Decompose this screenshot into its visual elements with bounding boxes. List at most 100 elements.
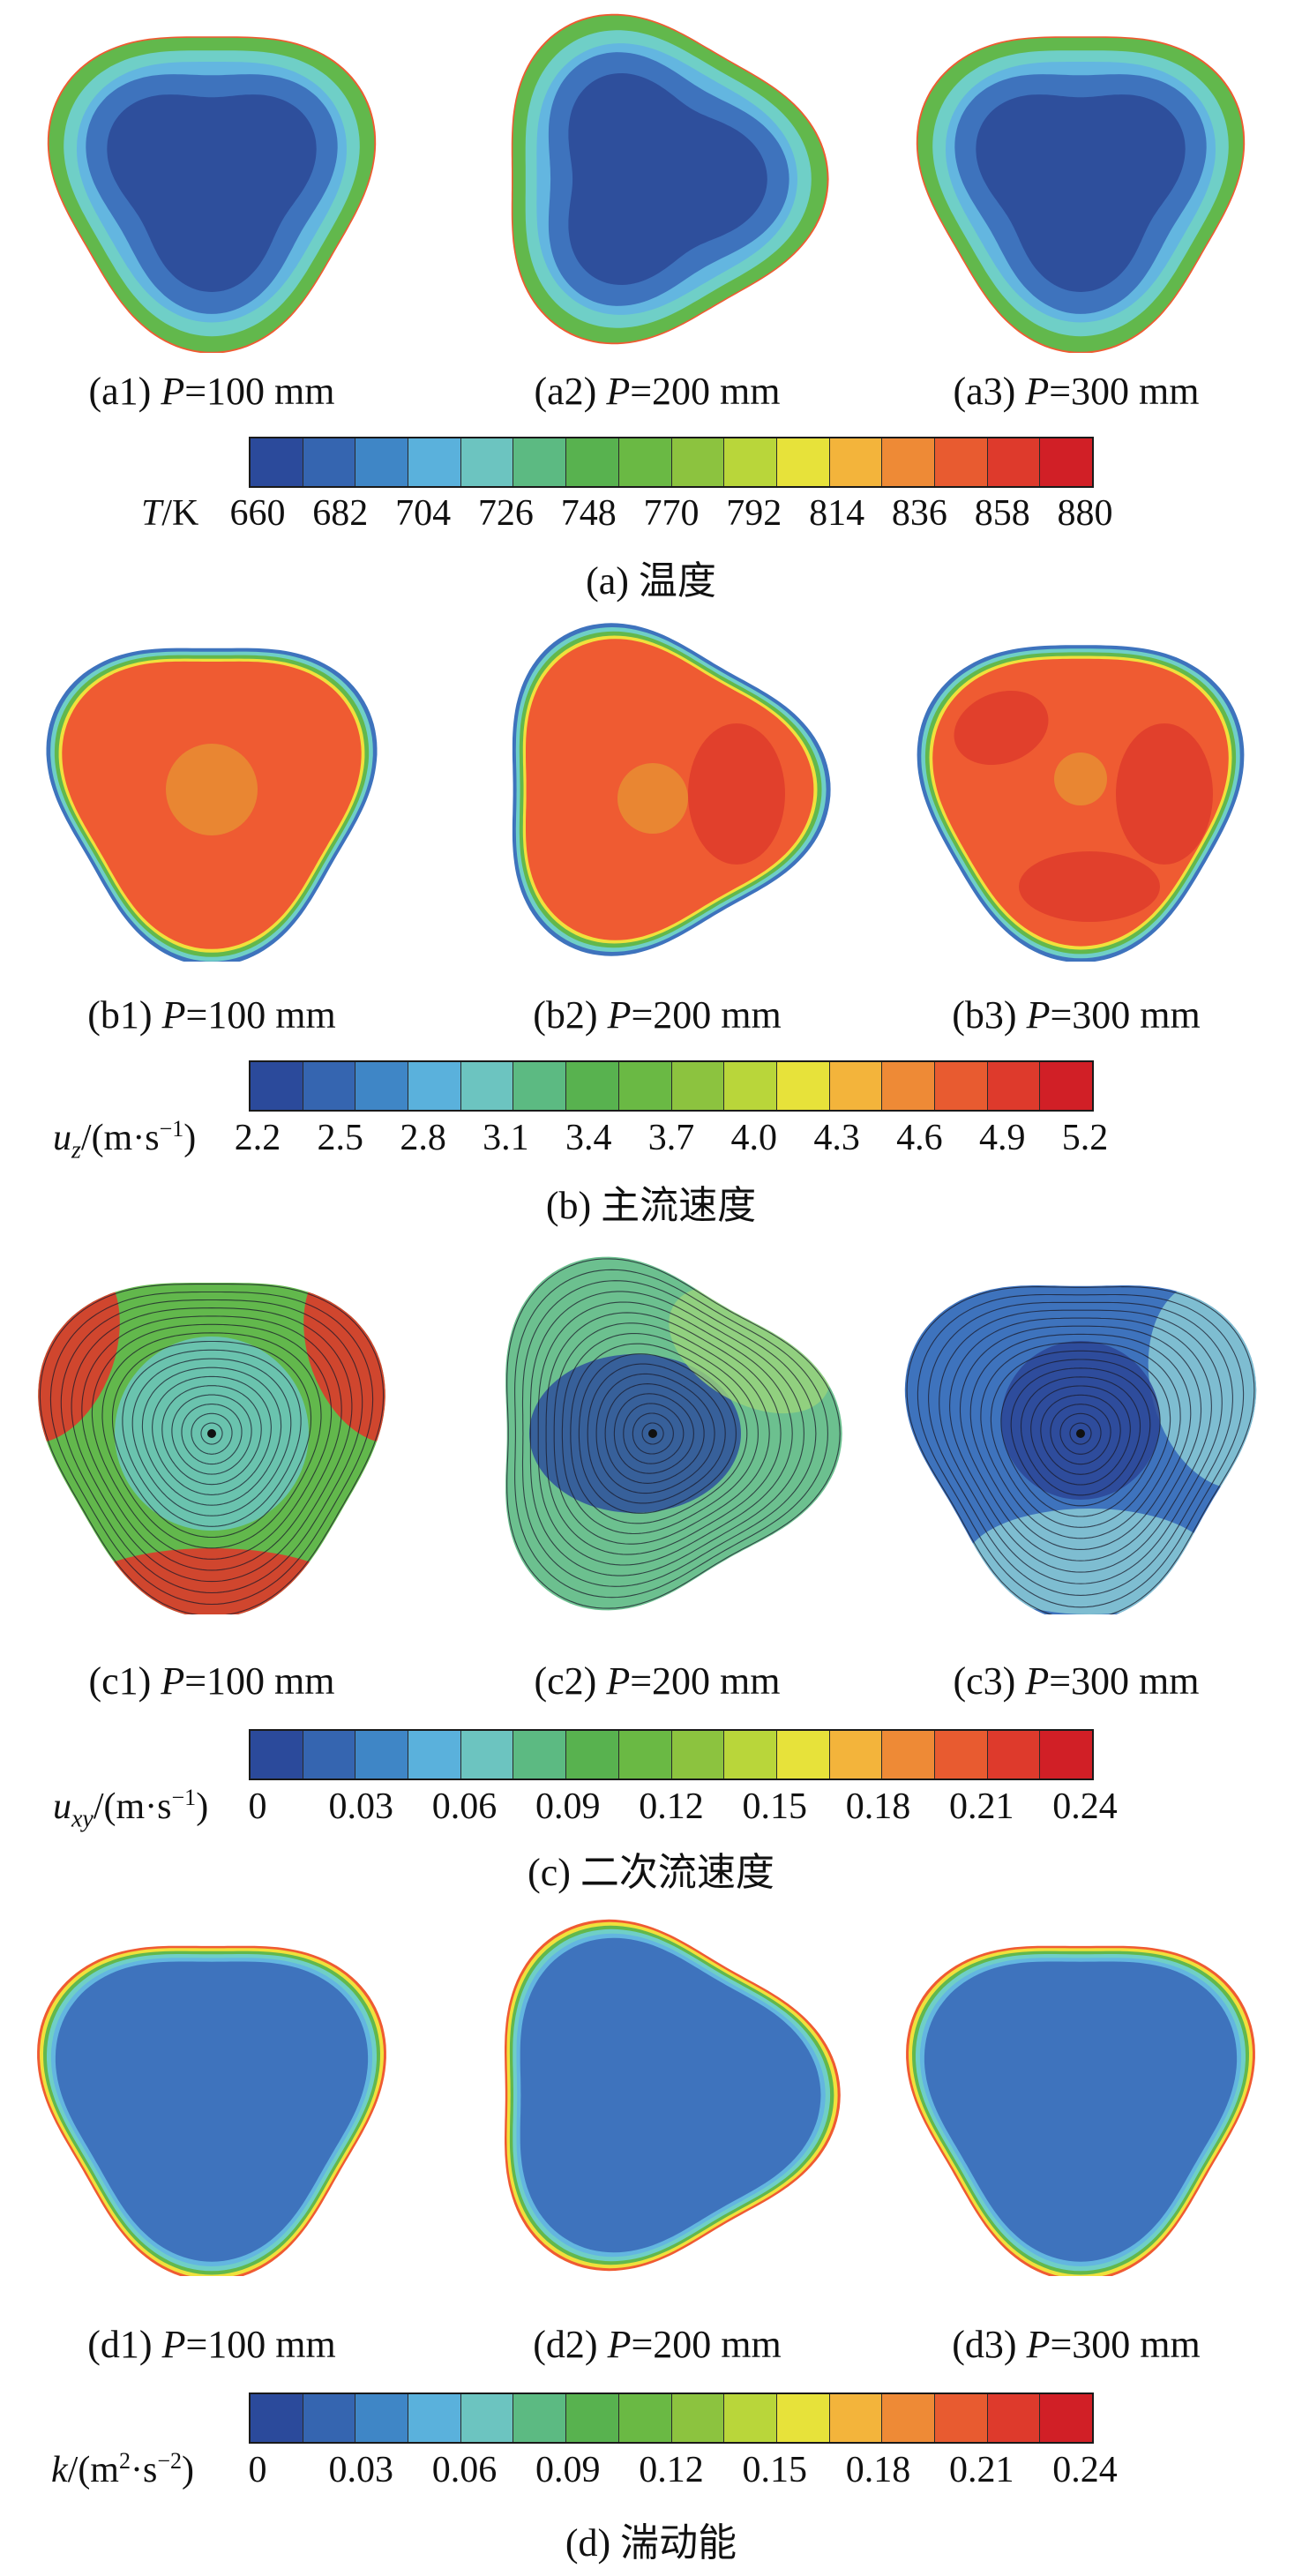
colorbar-cell [355, 1062, 409, 1110]
core-region [1054, 753, 1107, 805]
colorbar-cell [882, 1062, 935, 1110]
streamline [39, 1284, 385, 1614]
caption-temperature: (a) 温度 [586, 559, 716, 603]
streamline [1059, 1412, 1102, 1455]
colorbar-cell [882, 2394, 935, 2442]
colorbar-tick-label: 2.2 [234, 1118, 281, 1158]
colorbar-cell [513, 1731, 567, 1778]
colorbar-cell [460, 1731, 514, 1778]
high-velocity-lobe [688, 723, 785, 865]
vortex-center [1076, 1429, 1085, 1438]
panel-label-c3: (c3) P=300 mm [953, 1659, 1200, 1703]
colorbar-cell [251, 1062, 303, 1110]
colorbar-tick-label: 660 [229, 493, 286, 534]
vortex-center [648, 1429, 657, 1438]
colorbar-tick-label: 4.3 [813, 1118, 860, 1158]
colorbar-cell [303, 1731, 356, 1778]
streamline [161, 1385, 262, 1486]
streamline [959, 1325, 1202, 1561]
colorbar-cell [566, 438, 619, 486]
colorbar-tick-label: 704 [395, 493, 452, 534]
colorbar-cell [513, 438, 567, 486]
colorbar-cell [724, 1731, 777, 1778]
streamline [171, 1394, 252, 1475]
section-turbulent-kinetic-energy: (d1) P=100 mm (d2) P=200 mm (d3) P=300 m… [0, 1914, 1302, 2576]
cold-core [976, 94, 1186, 292]
colorbar-cell [408, 438, 461, 486]
streamline [1069, 1422, 1092, 1445]
bulk-low-tke [55, 1961, 369, 2262]
streamline [141, 1367, 282, 1506]
colorbar-temperature-wrap [0, 437, 1302, 490]
panel-label-d3: (d3) P=300 mm [952, 2323, 1201, 2366]
colorbar-tick-label: 0.21 [949, 2450, 1014, 2490]
streamline [623, 1403, 685, 1464]
colorbar-tick-label: 0.24 [1052, 2450, 1118, 2490]
colorbar-cell [618, 438, 672, 486]
colorbar-tke-ticks: 0 0.03 0.06 0.09 0.12 0.15 0.18 0.21 0.24 [0, 2449, 1302, 2493]
streamline [578, 1353, 737, 1514]
colorbar-cell [776, 2394, 830, 2442]
streamline [570, 1343, 748, 1524]
colorbar-cell [724, 2394, 777, 2442]
streamline [131, 1358, 292, 1516]
section-main-flow-velocity: (b1) P=100 mm (b2) P=200 mm (b3) P=300 m… [0, 618, 1302, 1235]
colorbar-secondary-wrap [0, 1729, 1302, 1782]
streamline [514, 1269, 828, 1599]
colorbar-tick-label: 770 [643, 493, 700, 534]
panel-a2 [459, 4, 847, 353]
colorbar-cell [987, 2394, 1041, 2442]
caption-turbulent-kinetic-energy: (d) 湍动能 [565, 2521, 737, 2565]
colorbar-tick-label: 880 [1057, 493, 1113, 534]
colorbar-cell [251, 2394, 303, 2442]
colorbar-secondary-quantity: uxy/(m·s−1) [53, 1785, 209, 1833]
streamline [917, 1293, 1245, 1608]
colorbar-velocity [249, 1060, 1094, 1112]
streamline [545, 1312, 782, 1555]
tke-field-d2 [505, 1919, 841, 2272]
panel-b2 [459, 613, 847, 962]
streamline [928, 1301, 1233, 1596]
colorbar-tke-quantity: k/(m2·s−2) [51, 2448, 194, 2491]
secondary-field-regions [906, 1285, 1257, 1614]
streamline [101, 1332, 322, 1549]
panel-label-a1: (a1) P=100 mm [88, 370, 335, 413]
colorbar-cell [934, 2394, 988, 2442]
colorbar-tick-label: 814 [809, 493, 865, 534]
colorbar-cell [829, 2394, 883, 2442]
streamline [529, 1291, 804, 1576]
colorbar-tick-label: 0.12 [639, 1786, 704, 1827]
velocity-field-b1 [46, 648, 378, 962]
colorbar-tick-label: 4.9 [978, 1118, 1026, 1158]
colorbar-velocity-wrap [0, 1060, 1302, 1113]
colorbar-tke [249, 2393, 1094, 2444]
colorbar-cell [724, 1062, 777, 1110]
colorbar-temperature-quantity: T/K [141, 493, 199, 534]
temperature-field-a3 [916, 36, 1246, 353]
streamline [613, 1393, 694, 1474]
colorbar-cell [934, 1062, 988, 1110]
streamline [595, 1373, 715, 1494]
streamline [939, 1309, 1223, 1584]
streamline [561, 1332, 759, 1535]
colorbar-cell [251, 438, 303, 486]
colorbar-temperature [249, 437, 1094, 488]
streamline [191, 1412, 233, 1455]
colorbar-cell [671, 1062, 725, 1110]
panel-c1 [18, 1253, 406, 1614]
caption-main-flow-velocity: (b) 主流速度 [545, 1184, 757, 1227]
colorbar-cell [355, 438, 409, 486]
streamline [949, 1317, 1212, 1573]
high-velocity-lobe [954, 690, 1049, 766]
secondary-field-c1 [38, 1283, 385, 1614]
panel-c3 [887, 1253, 1275, 1614]
colorbar-cell [776, 1062, 830, 1110]
colorbar-cell [618, 2394, 672, 2442]
colorbar-cell [618, 1062, 672, 1110]
colorbar-tick-label: 858 [974, 493, 1030, 534]
panel-label-a2: (a2) P=200 mm [534, 370, 781, 413]
colorbar-cell [1040, 1062, 1092, 1110]
streamline [91, 1323, 333, 1560]
velocity-field-b2 [512, 623, 831, 956]
colorbar-cell [251, 1731, 303, 1778]
